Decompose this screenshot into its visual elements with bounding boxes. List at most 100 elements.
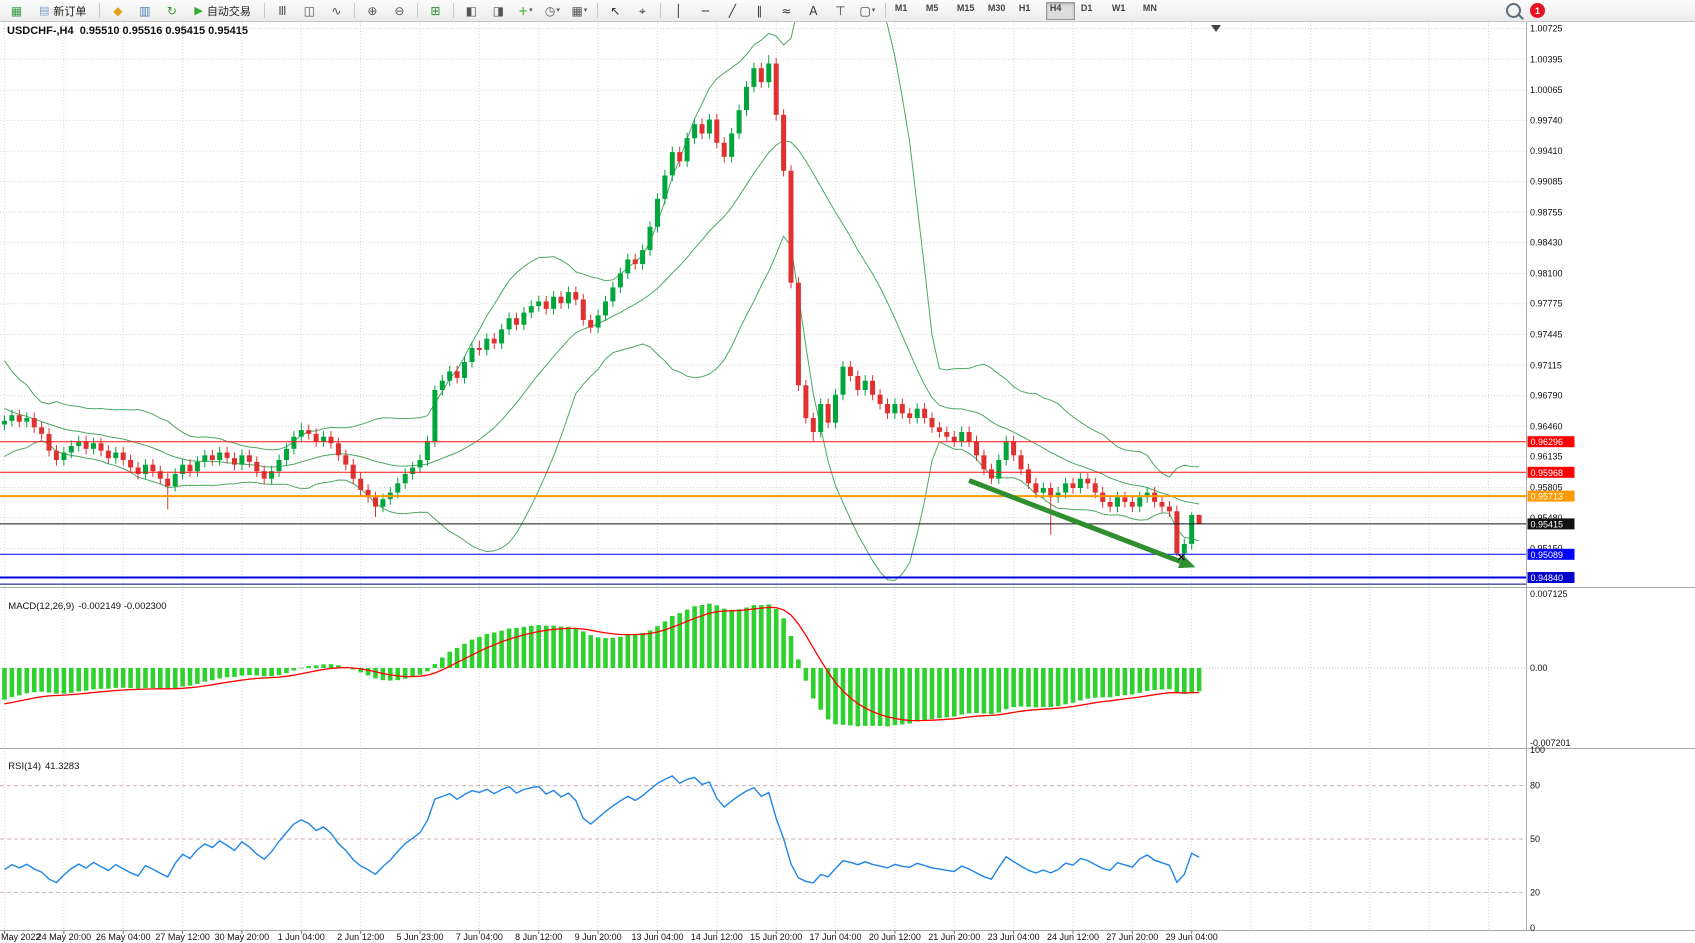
timeframe-button-d1[interactable]: D1 (1080, 2, 1093, 13)
timeframe-button-h1[interactable]: H1 (1018, 2, 1031, 13)
shapes-button-glyph: ▢ (859, 3, 871, 18)
timeframe-button-m15[interactable]: M15 (956, 2, 975, 13)
toolbar-separator (596, 3, 598, 18)
text-icon-glyph: A (809, 3, 818, 18)
data-window-icon[interactable]: ◧ (459, 1, 484, 21)
new-order-button[interactable]: ▤ 新订单 (32, 1, 93, 21)
price-axis[interactable]: 1.00725 1.00395 1.00065 0.99740 0.99410 0.990… (1530, 24, 1563, 554)
macd-indicator (2, 603, 1202, 727)
zoom-out-icon[interactable]: ⊖ (387, 1, 412, 21)
svg-text:50: 50 (1530, 834, 1540, 844)
add-indicator-button-dropdown-icon: ▾ (529, 6, 533, 14)
fibonacci-icon[interactable]: ≈ (774, 1, 799, 21)
svg-text:27 Jun 20:00: 27 Jun 20:00 (1106, 932, 1158, 942)
trendline-icon[interactable]: ╱ (720, 1, 745, 21)
toolbar-separator (353, 3, 355, 18)
svg-text:23 Jun 04:00: 23 Jun 04:00 (988, 932, 1040, 942)
trend-arrow-object[interactable] (968, 478, 1196, 569)
period-button[interactable]: ◷ ▾ (540, 1, 565, 21)
svg-text:May 2022: May 2022 (1, 932, 41, 942)
horizontal-line-icon-glyph: ─ (701, 3, 709, 18)
timeframe-button-h4[interactable]: H4 (1045, 1, 1075, 20)
svg-text:0: 0 (1530, 923, 1535, 933)
search-icon[interactable] (1506, 3, 1521, 18)
upper-band (4, 22, 1200, 478)
svg-text:0.96296: 0.96296 (1531, 437, 1564, 447)
new-order-button-icon: ▤ (39, 4, 50, 17)
chart-symbol-header: USDCHF-,H4 0.95510 0.95516 0.95415 0.954… (7, 25, 248, 37)
zoom-in-icon-glyph: ⊕ (367, 3, 378, 18)
svg-text:1.00395: 1.00395 (1530, 54, 1563, 64)
template-button[interactable]: ▦ ▾ (567, 1, 592, 21)
notification-badge[interactable]: 1 (1530, 3, 1545, 18)
svg-text:24 May 20:00: 24 May 20:00 (37, 932, 92, 942)
bar-chart-icon[interactable]: Ⅲ (270, 1, 295, 21)
text-label-icon-glyph: ⊤ (835, 3, 846, 18)
shapes-button[interactable]: ▢ ▾ (855, 1, 880, 21)
toolbar-separator (884, 3, 886, 18)
svg-text:15 Jun 20:00: 15 Jun 20:00 (750, 932, 802, 942)
timeframe-button-w1[interactable]: W1 (1111, 2, 1126, 13)
candlestick-chart-icon[interactable]: ◫ (297, 1, 322, 21)
macd-values: -0.002149 -0.002300 (78, 601, 167, 612)
svg-text:13 Jun 04:00: 13 Jun 04:00 (631, 932, 683, 942)
styles-icon[interactable]: ◆ (105, 1, 130, 21)
candles (2, 55, 1202, 559)
svg-text:7 Jun 04:00: 7 Jun 04:00 (456, 932, 503, 942)
text-label-icon[interactable]: ⊤ (828, 1, 853, 21)
new-order-button-label: 新订单 (53, 5, 87, 18)
timeframe-button-mn[interactable]: MN (1142, 2, 1157, 13)
styles-icon-glyph: ◆ (113, 3, 123, 18)
refresh-icon-glyph: ↻ (166, 3, 177, 18)
refresh-icon[interactable]: ↻ (159, 1, 184, 21)
profiles-icon-glyph: ▥ (139, 3, 151, 18)
trend-arrow-shaft[interactable] (968, 478, 1182, 564)
new-chart-icon-glyph: ▦ (10, 3, 23, 18)
macd-axis[interactable]: 0.007125 0.00 -0.007201 (1530, 589, 1571, 748)
channel-icon[interactable]: ∥ (747, 1, 772, 21)
template-button-glyph: ▦ (571, 3, 583, 18)
add-indicator-button[interactable]: + ▾ (513, 1, 538, 21)
svg-text:0.99085: 0.99085 (1530, 177, 1563, 187)
template-button-dropdown-icon: ▾ (583, 6, 588, 14)
svg-text:0.95805: 0.95805 (1530, 483, 1563, 493)
timeframe-button-m5[interactable]: M5 (925, 2, 939, 13)
toolbar: ▦ ▤ 新订单 ◆ ▥ ↻ ▶ 自动交易 Ⅲ ◫ ∿ ⊕ ⊖ ⊞ ◧ ◨ + ▾ ◷ ▾ ▦ ▾ ↖ ⌖ │ ─ ╱ ∥ ≈ A ⊤ ▢ ▾ M1… (0, 0, 1695, 22)
selection-anchor-icon[interactable] (1177, 553, 1185, 561)
svg-text:1 Jun 04:00: 1 Jun 04:00 (278, 932, 325, 942)
cursor-icon-glyph: ↖ (610, 3, 621, 18)
svg-text:0.96135: 0.96135 (1530, 452, 1563, 462)
trendline-icon-glyph: ╱ (728, 3, 736, 18)
middle-band (4, 139, 1200, 505)
timeframe-button-m30[interactable]: M30 (987, 2, 1006, 13)
horizontal-lines[interactable] (0, 441, 1526, 585)
chart-shift-marker-icon[interactable] (1211, 25, 1221, 32)
channel-icon-glyph: ∥ (756, 3, 763, 18)
strategy-tester-icon-glyph: ◨ (492, 3, 505, 18)
svg-text:1.00725: 1.00725 (1530, 24, 1563, 34)
panel-separators[interactable] (0, 22, 1695, 931)
zoom-in-icon[interactable]: ⊕ (360, 1, 385, 21)
autotrading-button-label: 自动交易 (206, 5, 251, 18)
line-chart-icon[interactable]: ∿ (324, 1, 349, 21)
strategy-tester-icon[interactable]: ◨ (486, 1, 511, 21)
horizontal-line-icon[interactable]: ─ (693, 1, 718, 21)
text-icon[interactable]: A (801, 1, 826, 21)
period-button-glyph: ◷ (544, 3, 556, 18)
crosshair-icon[interactable]: ⌖ (630, 1, 655, 21)
svg-text:0.96790: 0.96790 (1530, 391, 1563, 401)
svg-text:26 May 04:00: 26 May 04:00 (96, 932, 151, 942)
profiles-icon[interactable]: ▥ (132, 1, 157, 21)
autotrading-button[interactable]: ▶ 自动交易 (187, 1, 257, 21)
new-chart-icon[interactable]: ▦ (4, 1, 29, 21)
svg-text:30 May 20:00: 30 May 20:00 (215, 932, 270, 942)
cursor-icon[interactable]: ↖ (603, 1, 628, 21)
rsi-axis[interactable]: 100 80 50 20 0 (1530, 745, 1545, 933)
tile-windows-icon[interactable]: ⊞ (423, 1, 448, 21)
macd-name: MACD(12,26,9) (8, 601, 75, 612)
timeframe-button-m1[interactable]: M1 (894, 2, 908, 13)
vertical-line-icon[interactable]: │ (666, 1, 691, 21)
svg-text:0.98430: 0.98430 (1530, 238, 1563, 248)
